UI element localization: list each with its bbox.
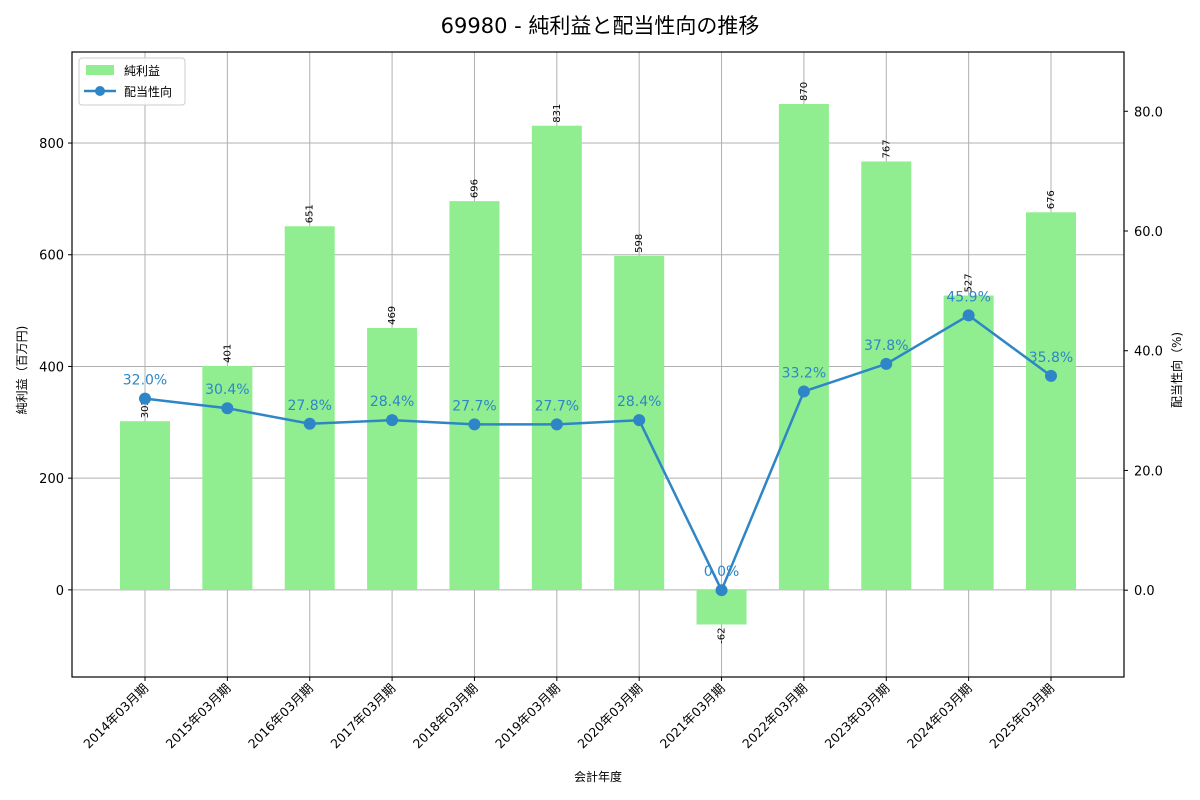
payout-value-label: 37.8% <box>864 338 908 354</box>
payout-value-label: 35.8% <box>1029 350 1073 366</box>
x-tick-label: 2016年03月期 <box>245 681 316 752</box>
bar <box>449 201 500 590</box>
bar-value-label: 831 <box>552 104 563 123</box>
payout-value-label: 0.0% <box>704 564 740 580</box>
bar <box>531 125 582 590</box>
left-tick-label: 800 <box>39 137 64 152</box>
bar <box>943 295 994 590</box>
x-axis-ticks: 2014年03月期 2015年03月期 2016年03月期 2017年03月期 2018… <box>80 677 1057 751</box>
data-point-marker <box>386 414 399 427</box>
payout-value-label: 27.8% <box>287 398 331 414</box>
bar-value-label: 651 <box>305 204 316 223</box>
line-series-payout-ratio: 32.0% 30.4% 27.8% 28.4% 27.7% 27.7% 28.4% 0.0% 3… <box>123 289 1073 597</box>
bar <box>1026 212 1076 590</box>
right-tick-label: 0.0 <box>1134 584 1155 599</box>
x-tick-label: 2014年03月期 <box>80 681 151 752</box>
bar-value-label: 767 <box>881 139 892 158</box>
bar <box>284 226 335 590</box>
payout-value-label: 32.0% <box>123 373 167 389</box>
x-tick-label: 2024年03月期 <box>904 681 975 752</box>
payout-value-label: 27.7% <box>452 398 496 414</box>
bar-value-label: 302 <box>140 399 151 418</box>
right-axis-label: 配当性向（%) <box>1169 332 1184 408</box>
x-tick-label: 2025年03月期 <box>986 681 1057 752</box>
bar-series-net-income: 302 401 651 469 696 831 598 -62 870 767 527 676 <box>120 82 1076 644</box>
bar <box>367 327 418 590</box>
payout-line <box>144 313 1052 594</box>
payout-value-label: 45.9% <box>946 289 990 305</box>
left-axis-ticks: 0 200 400 600 800 <box>39 137 72 599</box>
bar-value-label: -62 <box>717 627 728 643</box>
data-point-marker <box>221 402 234 415</box>
x-tick-label: 2017年03月期 <box>327 681 398 752</box>
x-tick-label: 2021年03月期 <box>657 681 728 752</box>
payout-value-label: 30.4% <box>205 382 249 398</box>
x-tick-label: 2019年03月期 <box>492 681 563 752</box>
left-tick-label: 400 <box>39 360 64 375</box>
data-point-marker <box>303 417 316 430</box>
x-tick-label: 2018年03月期 <box>410 681 481 752</box>
right-tick-label: 60.0 <box>1134 225 1163 240</box>
payout-value-label: 27.7% <box>535 398 579 414</box>
plot-frame <box>71 51 1125 678</box>
right-tick-label: 40.0 <box>1134 345 1163 360</box>
left-tick-label: 200 <box>39 472 64 487</box>
data-point-marker <box>880 357 893 370</box>
legend-marker-icon <box>95 86 105 96</box>
data-point-marker <box>550 418 563 431</box>
bar <box>202 365 253 590</box>
left-axis-label: 純利益（百万円) <box>15 326 29 415</box>
x-tick-label: 2022年03月期 <box>739 681 810 752</box>
x-tick-label: 2020年03月期 <box>574 681 645 752</box>
bar-value-label: 676 <box>1046 190 1057 209</box>
right-axis-ticks: 0.0 20.0 40.0 60.0 80.0 <box>1124 105 1163 599</box>
x-tick-label: 2015年03月期 <box>163 681 234 752</box>
bar-value-label: 598 <box>634 234 645 253</box>
payout-value-label: 28.4% <box>617 394 661 410</box>
left-tick-label: 0 <box>56 584 64 599</box>
right-tick-label: 80.0 <box>1134 105 1163 120</box>
bar-value-label: 469 <box>387 306 398 325</box>
bar <box>778 103 829 590</box>
data-point-marker <box>797 385 810 398</box>
legend-bar-swatch <box>86 65 114 75</box>
legend-label-net-income: 純利益 <box>124 64 160 78</box>
left-tick-label: 600 <box>39 249 64 264</box>
payout-value-label: 33.2% <box>782 365 826 381</box>
data-point-marker <box>139 392 151 405</box>
bar-value-label: 527 <box>964 273 975 292</box>
bar <box>120 421 170 590</box>
chart-title: 69980 - 純利益と配当性向の推移 <box>441 14 760 38</box>
data-point-marker <box>1045 369 1057 382</box>
legend: 純利益 配当性向 <box>78 57 186 106</box>
x-tick-label: 2023年03月期 <box>822 681 893 752</box>
bar-value-label: 870 <box>799 82 810 101</box>
data-point-marker <box>715 584 728 597</box>
bar-value-label: 696 <box>469 179 480 198</box>
data-point-marker <box>962 309 975 322</box>
data-point-marker <box>633 414 646 427</box>
x-axis-label: 会計年度 <box>574 769 622 784</box>
right-tick-label: 20.0 <box>1134 464 1163 479</box>
legend-label-payout-ratio: 配当性向 <box>124 84 172 99</box>
bar-value-label: 401 <box>222 344 233 363</box>
bar <box>861 161 912 590</box>
payout-value-label: 28.4% <box>370 394 414 410</box>
data-point-marker <box>468 418 481 431</box>
